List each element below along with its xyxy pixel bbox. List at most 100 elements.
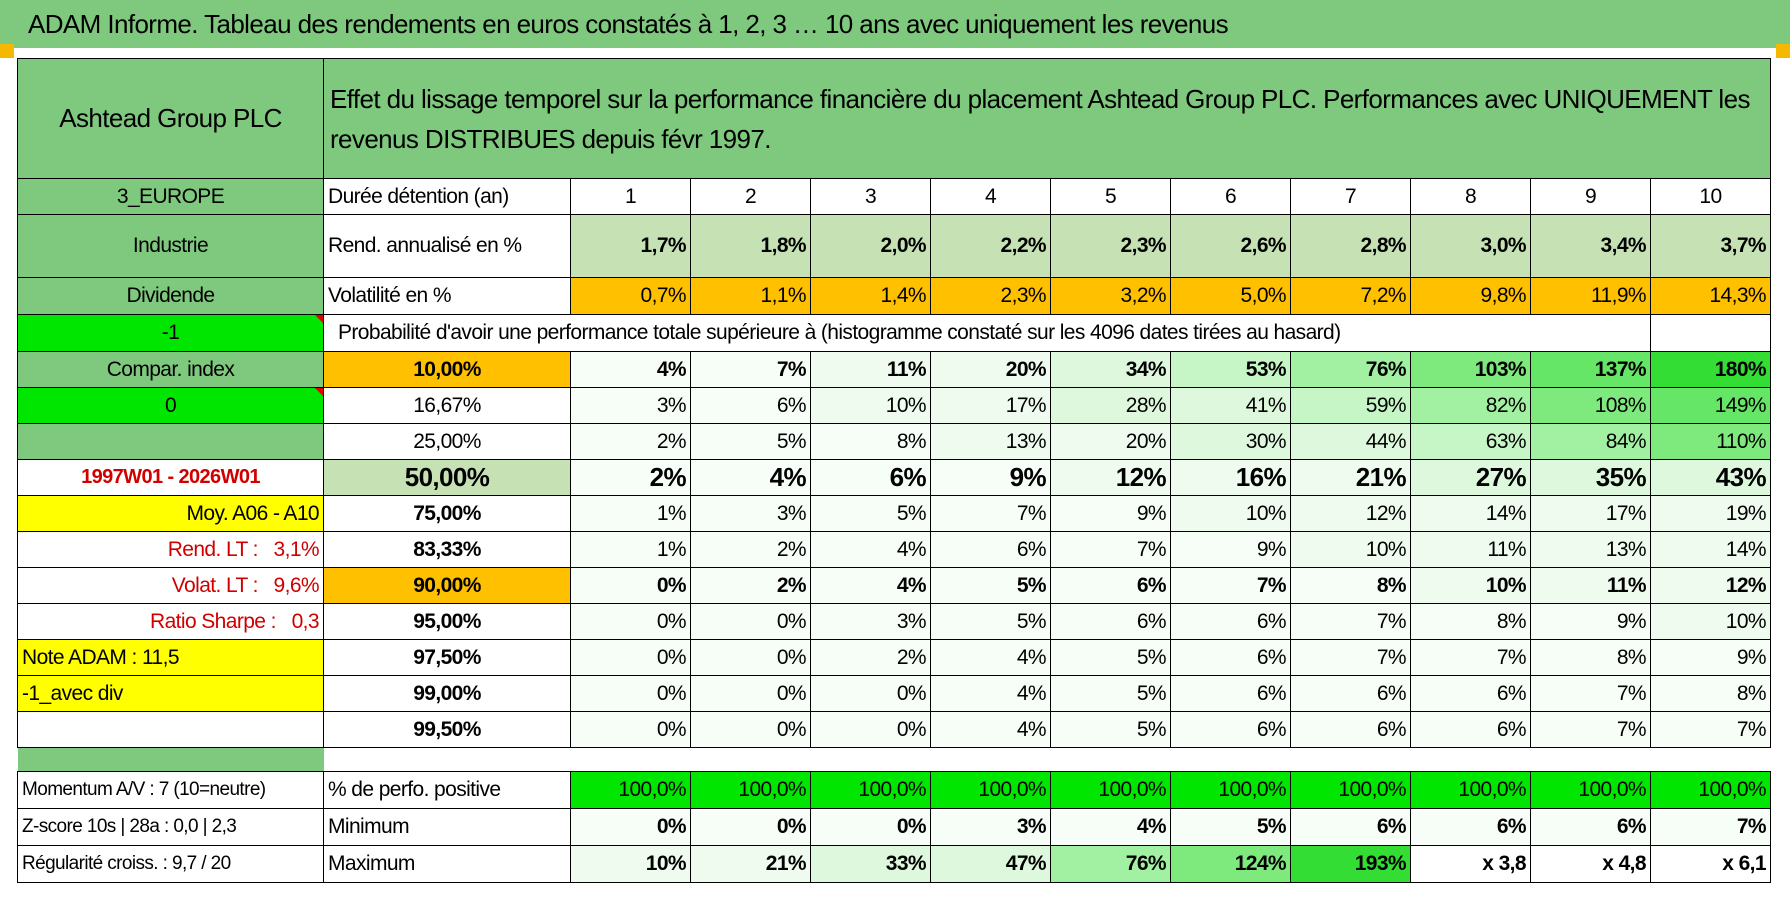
performance-cell: 7% <box>1290 639 1411 676</box>
rend-lt-label: Rend. LT : <box>167 537 259 561</box>
year-cell: 6 <box>1170 178 1291 215</box>
positive-cell: 100,0% <box>930 771 1051 809</box>
volatility-label: Volatilité en % <box>323 277 571 315</box>
performance-cell: 27% <box>1410 459 1531 496</box>
positive-cell: 100,0% <box>1290 771 1411 809</box>
sharpe-ratio: Ratio Sharpe : 0,3 <box>17 603 324 640</box>
maximum-cell: 124% <box>1170 845 1291 883</box>
performance-cell: 7% <box>1530 675 1651 712</box>
percentile-cell: 90,00% <box>323 567 571 604</box>
performance-cell: 6% <box>1410 675 1531 712</box>
year-cell: 5 <box>1050 178 1171 215</box>
sharpe-ratio-label: Ratio Sharpe : <box>150 609 276 633</box>
performance-cell: 5% <box>1050 675 1171 712</box>
performance-cell: 6% <box>1170 603 1291 640</box>
year-cell: 8 <box>1410 178 1531 215</box>
performance-cell: 7% <box>1170 567 1291 604</box>
performance-cell: 16% <box>1170 459 1291 496</box>
performance-cell: 1% <box>570 495 691 532</box>
performance-cell: 0% <box>690 675 811 712</box>
performance-cell: 6% <box>1170 711 1291 748</box>
performance-cell: 7% <box>1530 711 1651 748</box>
performance-cell: 43% <box>1650 459 1771 496</box>
volatility-cell: 11,9% <box>1530 277 1651 315</box>
positive-label: % de perfo. positive <box>323 771 571 809</box>
performance-cell: 9% <box>1650 639 1771 676</box>
performance-cell: 103% <box>1410 351 1531 388</box>
performance-cell: 4% <box>930 711 1051 748</box>
type-label: Dividende <box>17 277 324 315</box>
performance-cell: 0% <box>570 567 691 604</box>
performance-cell: 8% <box>1410 603 1531 640</box>
duration-label: Durée détention (an) <box>323 178 571 215</box>
maximum-cell: 47% <box>930 845 1051 883</box>
spacer <box>324 748 1771 772</box>
performance-cell: 0% <box>570 603 691 640</box>
performance-cell: 14% <box>1410 495 1531 532</box>
performance-cell: 17% <box>930 387 1051 424</box>
performance-cell: 13% <box>1530 531 1651 568</box>
positive-cell: 100,0% <box>1170 771 1291 809</box>
volatility-cell: 9,8% <box>1410 277 1531 315</box>
year-cell: 9 <box>1530 178 1651 215</box>
performance-cell: 63% <box>1410 423 1531 460</box>
maximum-cell: 21% <box>690 845 811 883</box>
positive-cell: 100,0% <box>1410 771 1531 809</box>
performance-cell: 4% <box>810 531 931 568</box>
performance-cell: 6% <box>1170 675 1291 712</box>
performance-cell: 84% <box>1530 423 1651 460</box>
annual-return-cell: 1,8% <box>690 214 811 278</box>
maximum-cell: 193% <box>1290 845 1411 883</box>
performance-cell: 28% <box>1050 387 1171 424</box>
performance-cell: 59% <box>1290 387 1411 424</box>
performance-cell: 11% <box>810 351 931 388</box>
performance-cell: 3% <box>570 387 691 424</box>
performance-cell: 10% <box>1410 567 1531 604</box>
annual-return-cell: 2,8% <box>1290 214 1411 278</box>
percentile-cell: 50,00% <box>323 459 571 496</box>
performance-cell: 4% <box>570 351 691 388</box>
performance-cell: 2% <box>570 459 691 496</box>
rend-lt: Rend. LT : 3,1% <box>17 531 324 568</box>
performance-cell: 108% <box>1530 387 1651 424</box>
positive-cell: 100,0% <box>1650 771 1771 809</box>
volatility-cell: 1,1% <box>690 277 811 315</box>
performance-cell: 2% <box>810 639 931 676</box>
performance-cell: 35% <box>1530 459 1651 496</box>
percentile-cell: 25,00% <box>323 423 571 460</box>
minimum-cell: 3% <box>930 808 1051 846</box>
annual-return-cell: 3,4% <box>1530 214 1651 278</box>
performance-cell: 76% <box>1290 351 1411 388</box>
annual-return-cell: 1,7% <box>570 214 691 278</box>
adam-note: Note ADAM : 11,5 <box>17 639 324 676</box>
performance-cell: 3% <box>810 603 931 640</box>
performance-cell: 20% <box>1050 423 1171 460</box>
performance-cell: 6% <box>1170 639 1291 676</box>
performance-cell: 4% <box>930 675 1051 712</box>
performance-cell: 6% <box>1290 711 1411 748</box>
positive-cell: 100,0% <box>1530 771 1651 809</box>
performance-cell: 9% <box>1530 603 1651 640</box>
maximum-cell: 33% <box>810 845 931 883</box>
maximum-label: Maximum <box>323 845 571 883</box>
performance-cell: 2% <box>690 567 811 604</box>
performance-cell: 30% <box>1170 423 1291 460</box>
volatility-cell: 0,7% <box>570 277 691 315</box>
annual-return-cell: 2,0% <box>810 214 931 278</box>
performance-cell: 53% <box>1170 351 1291 388</box>
performance-cell: 0% <box>570 675 691 712</box>
performance-cell: 0% <box>690 603 811 640</box>
performance-cell: 7% <box>1650 711 1771 748</box>
performance-cell: 82% <box>1410 387 1531 424</box>
performance-cell: 44% <box>1290 423 1411 460</box>
performance-cell: 17% <box>1530 495 1651 532</box>
momentum-label: Momentum A/V : 7 (10=neutre) <box>17 771 324 809</box>
empty-cell <box>1650 314 1771 352</box>
headline: Effet du lissage temporel sur la perform… <box>323 58 1771 179</box>
performance-cell: 12% <box>1050 459 1171 496</box>
performance-cell: 6% <box>1410 711 1531 748</box>
performance-cell: 110% <box>1650 423 1771 460</box>
performance-cell: 9% <box>1170 531 1291 568</box>
percentile-cell: 99,50% <box>323 711 571 748</box>
percentile-cell: 10,00% <box>323 351 571 388</box>
